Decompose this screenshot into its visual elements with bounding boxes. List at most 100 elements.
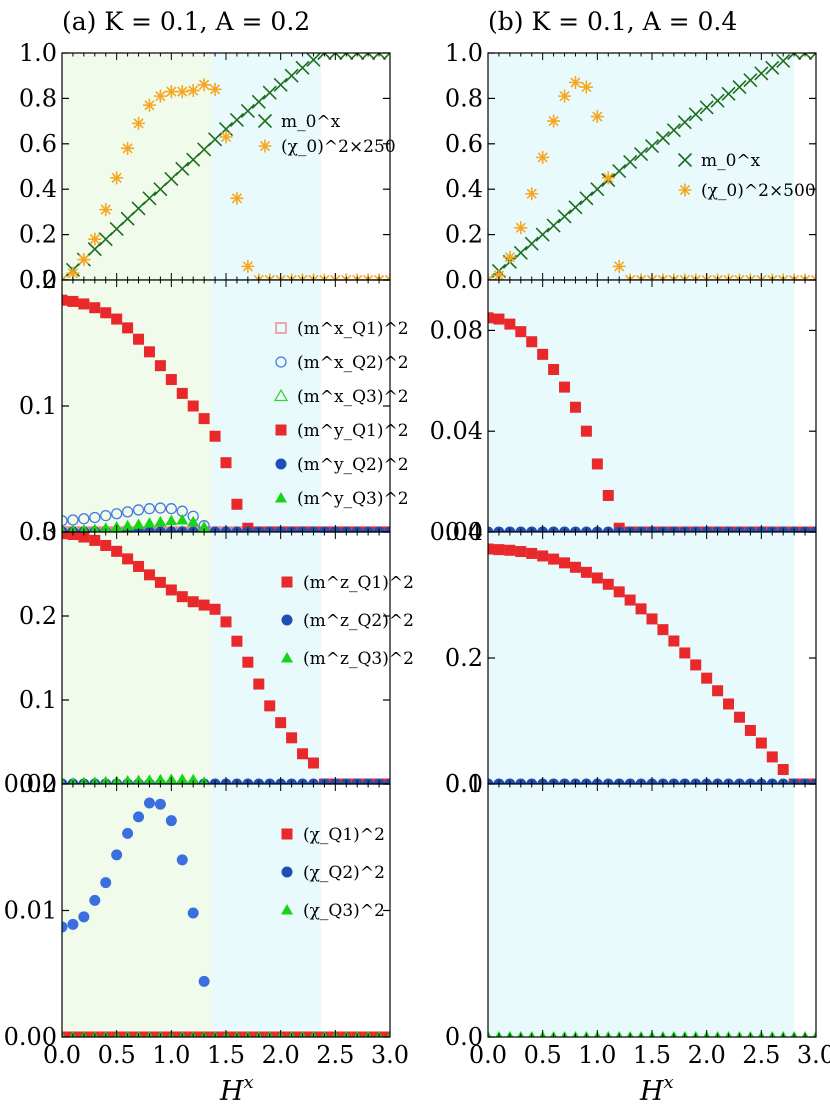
legend-marker bbox=[275, 356, 287, 368]
data-point bbox=[488, 312, 494, 324]
data-point bbox=[372, 53, 387, 61]
data-point bbox=[78, 911, 90, 923]
data-point bbox=[328, 53, 343, 61]
panel-b-3: 0.0 0.2 0.4 bbox=[445, 518, 817, 798]
data-point bbox=[579, 80, 593, 94]
data-point bbox=[744, 724, 756, 736]
data-point bbox=[361, 53, 376, 61]
data-point bbox=[154, 576, 166, 588]
y-tick-label: 0.3 bbox=[19, 518, 57, 546]
data-point bbox=[122, 553, 134, 565]
data-point bbox=[488, 526, 494, 532]
data-point bbox=[350, 53, 365, 61]
data-point bbox=[568, 76, 582, 90]
y-tick-label: 0.0 bbox=[19, 518, 57, 546]
data-point bbox=[580, 425, 592, 437]
y-tick-label: 0.0 bbox=[445, 1023, 483, 1051]
y-tick-label: 0.6 bbox=[19, 130, 57, 158]
panel-b-2: 0.00 0.04 0.08 bbox=[430, 279, 817, 546]
y-tick-label: 0.6 bbox=[445, 130, 483, 158]
legend-marker bbox=[281, 652, 293, 663]
data-point bbox=[100, 522, 112, 532]
data-point bbox=[590, 182, 605, 197]
data-point bbox=[133, 811, 145, 823]
data-point bbox=[306, 53, 321, 67]
y-tick-label: 0.2 bbox=[445, 644, 483, 672]
data-point bbox=[492, 268, 506, 280]
data-point bbox=[679, 647, 691, 659]
data-point bbox=[273, 77, 288, 92]
data-point bbox=[198, 599, 210, 611]
data-point bbox=[165, 815, 177, 827]
data-point bbox=[688, 107, 703, 122]
data-point bbox=[187, 596, 199, 608]
data-point bbox=[66, 266, 80, 280]
phase-region-cyan bbox=[211, 53, 322, 280]
data-point bbox=[143, 346, 155, 358]
y-tick-label: 0.2 bbox=[19, 266, 57, 294]
data-point bbox=[286, 732, 298, 744]
data-point bbox=[176, 591, 188, 603]
data-point bbox=[208, 82, 222, 96]
x-tick-label: 1.5 bbox=[633, 1041, 671, 1069]
data-point bbox=[229, 112, 244, 128]
data-point bbox=[121, 141, 135, 155]
legend-marker bbox=[281, 904, 293, 915]
legend-label: (m^y_Q3)^2 bbox=[297, 489, 409, 509]
data-point bbox=[100, 539, 112, 551]
data-point bbox=[612, 163, 627, 179]
data-point bbox=[111, 508, 123, 520]
data-point bbox=[101, 775, 111, 784]
data-point bbox=[197, 78, 211, 92]
data-point bbox=[579, 191, 594, 206]
data-point bbox=[111, 849, 123, 861]
data-point bbox=[493, 313, 505, 325]
data-point bbox=[100, 307, 112, 319]
data-point bbox=[732, 79, 747, 95]
data-point bbox=[569, 401, 581, 413]
data-point bbox=[88, 232, 102, 246]
data-point bbox=[634, 146, 649, 162]
legend-label: (m^y_Q1)^2 bbox=[297, 421, 409, 441]
data-point bbox=[657, 624, 669, 636]
x-tick-label: 0.0 bbox=[43, 1041, 81, 1069]
data-point bbox=[710, 93, 725, 108]
data-point bbox=[62, 1031, 66, 1037]
legend-marker bbox=[677, 152, 693, 168]
legend-label: m_0^x bbox=[281, 112, 341, 132]
panel-title-b: (b) K = 0.1, A = 0.4 bbox=[488, 7, 737, 36]
data-point bbox=[133, 560, 145, 572]
data-point bbox=[264, 700, 276, 712]
data-point bbox=[548, 553, 560, 565]
legend-marker bbox=[275, 492, 287, 503]
data-point bbox=[699, 100, 714, 115]
data-point bbox=[646, 613, 658, 625]
data-point bbox=[546, 218, 561, 233]
phase-region-cyan bbox=[211, 532, 322, 784]
data-point bbox=[165, 374, 177, 386]
data-point bbox=[548, 363, 560, 375]
y-tick-label: 0.00 bbox=[430, 518, 483, 546]
data-point bbox=[132, 504, 145, 516]
data-point bbox=[143, 517, 156, 528]
data-point bbox=[67, 918, 79, 930]
data-point bbox=[624, 594, 636, 606]
data-point bbox=[602, 578, 614, 590]
y-tick-label: 1.0 bbox=[445, 39, 483, 67]
data-point bbox=[262, 85, 277, 100]
data-point bbox=[297, 748, 309, 760]
data-point bbox=[199, 776, 209, 784]
x-tick-label: 0.0 bbox=[469, 1041, 507, 1069]
legend-marker bbox=[273, 388, 289, 402]
data-point bbox=[295, 60, 310, 75]
data-point bbox=[808, 53, 816, 61]
data-point bbox=[142, 98, 156, 112]
data-point bbox=[78, 532, 90, 543]
legend-label: (χ_0)^2×250 bbox=[281, 137, 396, 157]
data-point bbox=[67, 295, 79, 307]
x-tick-label: 0.5 bbox=[524, 1041, 562, 1069]
data-point bbox=[655, 131, 670, 146]
data-point bbox=[154, 515, 167, 527]
data-point bbox=[187, 773, 200, 784]
